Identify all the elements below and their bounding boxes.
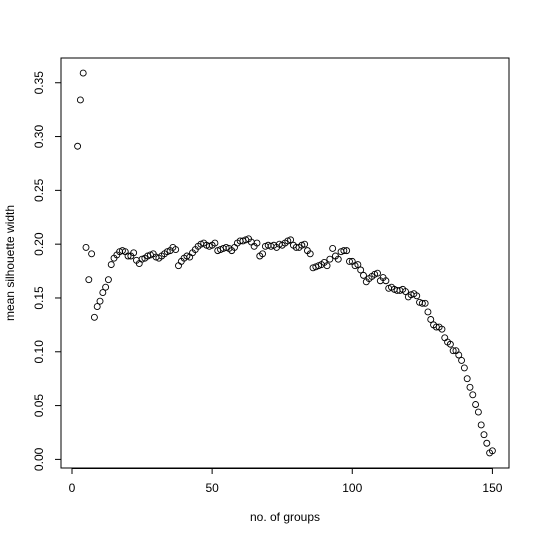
y-tick-label: 0.15 [32, 286, 46, 310]
y-tick-label: 0.00 [32, 447, 46, 471]
point [343, 247, 351, 255]
point [104, 276, 112, 284]
point [253, 239, 261, 247]
point [441, 334, 449, 342]
point [483, 439, 491, 447]
y-tick-label: 0.25 [32, 178, 46, 202]
point [424, 308, 432, 316]
point [466, 383, 474, 391]
y-tick-label: 0.35 [32, 71, 46, 95]
point [402, 288, 409, 295]
point [446, 340, 454, 348]
point [472, 401, 480, 408]
point [259, 250, 267, 258]
point [346, 257, 353, 265]
point [74, 142, 82, 150]
point [124, 252, 132, 260]
y-tick-label: 0.20 [32, 232, 46, 256]
point [449, 347, 457, 355]
point [463, 375, 471, 383]
point [85, 276, 93, 284]
point [96, 297, 104, 305]
point [287, 236, 295, 244]
point [374, 269, 381, 277]
point [340, 247, 348, 255]
x-axis-label: no. of groups [250, 510, 320, 524]
point [172, 246, 180, 253]
point [458, 356, 466, 364]
point [455, 351, 463, 359]
point [82, 243, 90, 251]
point [88, 250, 96, 258]
x-tick-label: 0 [69, 481, 76, 495]
y-axis-label: mean silhouette width [3, 205, 17, 321]
x-tick-label: 150 [482, 481, 502, 495]
point [460, 364, 468, 372]
point [334, 255, 342, 263]
point [93, 303, 101, 311]
plot-frame [60, 57, 510, 469]
y-tick-label: 0.05 [32, 394, 46, 418]
point [354, 261, 362, 269]
y-tick-label: 0.30 [32, 125, 46, 149]
point [102, 283, 110, 291]
point [357, 266, 365, 274]
point [90, 313, 98, 321]
point [130, 249, 138, 257]
x-tick-label: 50 [205, 481, 219, 495]
point [99, 289, 107, 297]
point [382, 277, 390, 285]
point [211, 239, 219, 247]
y-tick-label: 0.10 [32, 340, 46, 364]
point [323, 262, 331, 270]
x-tick-label: 100 [342, 481, 362, 495]
point [301, 240, 309, 248]
point [175, 262, 182, 270]
point [79, 69, 87, 77]
point [326, 255, 334, 263]
point [427, 316, 435, 323]
point [477, 421, 485, 429]
point [306, 250, 314, 258]
point [421, 299, 429, 307]
point [418, 299, 426, 307]
point [329, 245, 337, 252]
point [480, 431, 488, 439]
point [488, 447, 496, 455]
point [438, 325, 446, 333]
point [469, 391, 477, 399]
point [76, 96, 84, 104]
point [474, 408, 482, 416]
point [107, 261, 115, 269]
point [413, 292, 421, 300]
point [360, 271, 367, 279]
